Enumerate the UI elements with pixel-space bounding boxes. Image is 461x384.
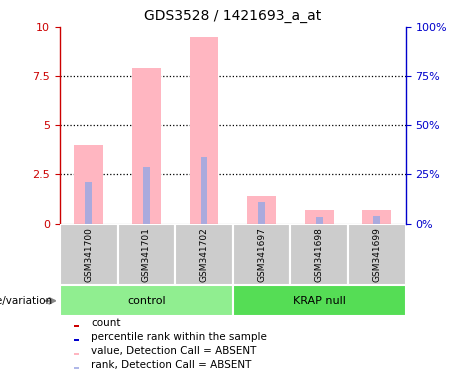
Bar xyxy=(233,223,290,285)
Text: count: count xyxy=(91,318,120,328)
Bar xyxy=(60,285,233,316)
Bar xyxy=(74,145,103,223)
Bar xyxy=(316,217,323,223)
Bar xyxy=(373,216,380,223)
Text: genotype/variation: genotype/variation xyxy=(0,296,55,306)
Bar xyxy=(118,223,175,285)
Bar xyxy=(74,339,79,341)
Bar xyxy=(175,223,233,285)
Bar xyxy=(132,68,161,223)
Bar xyxy=(258,202,265,223)
Bar xyxy=(74,325,79,326)
Text: GSM341699: GSM341699 xyxy=(372,227,381,282)
Bar xyxy=(348,223,406,285)
Text: GSM341697: GSM341697 xyxy=(257,227,266,282)
Bar xyxy=(247,196,276,223)
Text: value, Detection Call = ABSENT: value, Detection Call = ABSENT xyxy=(91,346,256,356)
Text: rank, Detection Call = ABSENT: rank, Detection Call = ABSENT xyxy=(91,361,251,371)
Bar xyxy=(60,223,118,285)
Bar xyxy=(85,182,92,223)
Bar xyxy=(143,167,150,223)
Text: GSM341700: GSM341700 xyxy=(84,227,93,282)
Text: percentile rank within the sample: percentile rank within the sample xyxy=(91,333,267,343)
Title: GDS3528 / 1421693_a_at: GDS3528 / 1421693_a_at xyxy=(144,9,321,23)
Text: control: control xyxy=(127,296,165,306)
Text: GSM341698: GSM341698 xyxy=(315,227,324,282)
Text: KRAP null: KRAP null xyxy=(293,296,346,306)
Text: GSM341701: GSM341701 xyxy=(142,227,151,282)
Bar xyxy=(233,285,406,316)
Bar xyxy=(74,353,79,355)
Bar xyxy=(201,157,207,223)
Bar xyxy=(189,37,219,223)
Bar xyxy=(362,210,391,223)
Bar xyxy=(290,223,348,285)
Text: GSM341702: GSM341702 xyxy=(200,227,208,282)
Bar xyxy=(74,367,79,369)
Bar xyxy=(305,210,334,223)
